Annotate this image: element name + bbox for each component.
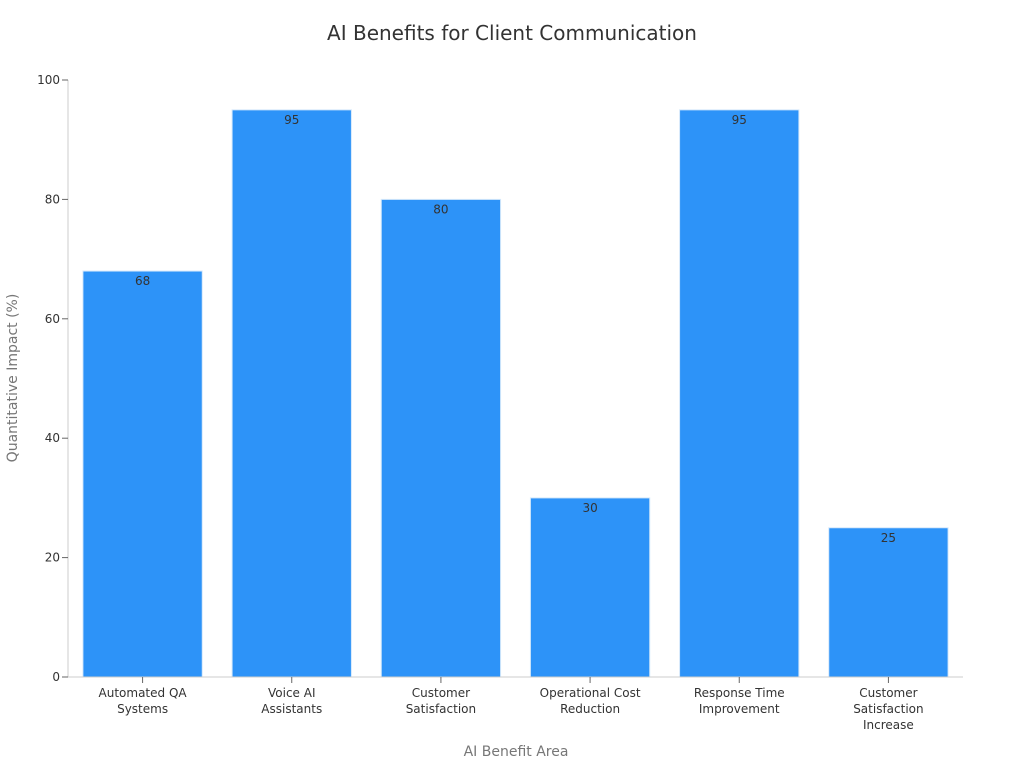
x-tick-label-line: Systems xyxy=(117,702,168,716)
bar xyxy=(380,198,502,678)
x-tick-label: Voice AI Assistants xyxy=(261,686,322,716)
x-tick-label: Automated QA Systems xyxy=(99,686,188,716)
bar-value-label: 95 xyxy=(732,113,747,127)
x-tick-label-line: Satisfaction xyxy=(853,702,923,716)
bar xyxy=(231,109,352,678)
y-tick-label: 40 xyxy=(45,431,60,445)
y-axis-title: Quantitative Impact (%) xyxy=(5,294,21,463)
x-tick-label-line: Operational Cost xyxy=(540,686,641,700)
x-tick-label-line: Improvement xyxy=(699,702,780,716)
x-tick-label: Response Time Improvement xyxy=(694,686,785,716)
x-tick-label: Operational Cost Reduction xyxy=(540,686,641,716)
x-tick-label-line: Satisfaction xyxy=(406,702,476,716)
bars-group: 68 95 80 30 95 25 xyxy=(82,109,949,678)
x-tick-label-line: Assistants xyxy=(261,702,322,716)
x-tick-label-line: Automated QA xyxy=(99,686,188,700)
x-tick-label: Customer Satisfaction xyxy=(406,686,476,716)
bar-value-label: 68 xyxy=(135,274,150,288)
bar-value-label: 30 xyxy=(582,501,597,515)
bar-value-label: 25 xyxy=(881,531,896,545)
x-tick-label-line: Customer xyxy=(412,686,470,700)
x-tick-label-line: Voice AI xyxy=(268,686,316,700)
x-axis-title: AI Benefit Area xyxy=(464,744,569,760)
y-tick-label: 60 xyxy=(45,312,60,326)
axes-group: 0 20 40 60 80 100 Automated QA Systems Voice AI A… xyxy=(37,73,963,732)
chart-title: AI Benefits for Client Communication xyxy=(327,21,697,45)
y-tick-label: 0 xyxy=(52,670,60,684)
y-tick-label: 100 xyxy=(37,73,60,87)
bar xyxy=(529,497,651,678)
x-tick-label-line: Reduction xyxy=(560,702,620,716)
bar-value-label: 80 xyxy=(433,202,448,216)
x-tick-label-line: Customer xyxy=(859,686,917,700)
bar xyxy=(82,270,203,678)
x-tick-label-line: Response Time xyxy=(694,686,785,700)
x-tick-label: Customer Satisfaction Increase xyxy=(853,686,923,732)
bar xyxy=(679,109,800,678)
bar xyxy=(828,527,949,678)
y-tick-label: 80 xyxy=(45,192,60,206)
bar-value-label: 95 xyxy=(284,113,299,127)
x-tick-label-line: Increase xyxy=(863,718,914,732)
y-tick-label: 20 xyxy=(45,551,60,565)
